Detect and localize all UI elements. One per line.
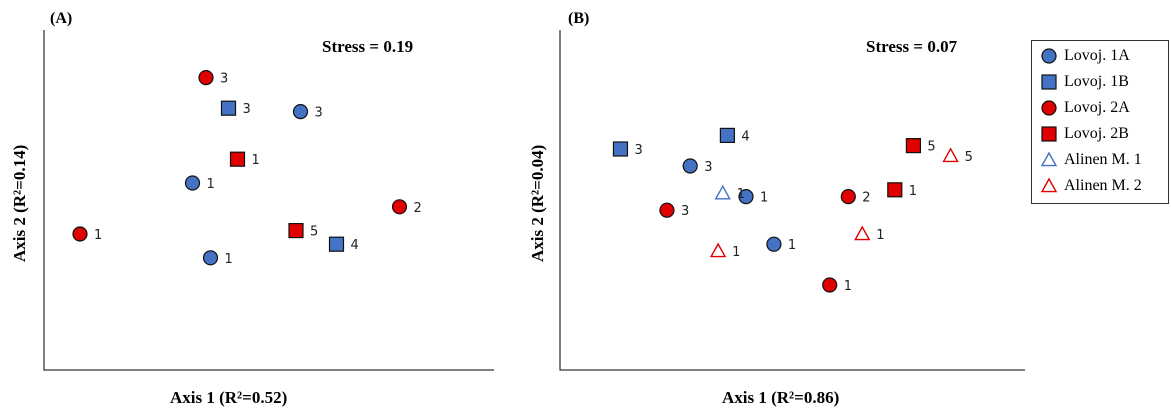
axis-lines (559, 30, 1025, 371)
data-point (709, 242, 727, 258)
point-label: 2 (862, 191, 870, 206)
data-point (229, 151, 246, 167)
legend-label: Lovoj. 1A (1064, 47, 1130, 64)
legend: Lovoj. 1A Lovoj. 1B Lovoj. 2A Lovoj. 2B Alin… (1031, 40, 1169, 204)
panel-b-label: (B) (568, 10, 590, 27)
legend-label: Alinen M. 2 (1064, 177, 1142, 194)
point-label: 3 (315, 106, 323, 121)
data-point (220, 100, 237, 116)
panel-b-stress: Stress = 0.07 (866, 37, 958, 56)
triangle-marker-icon (1040, 177, 1058, 193)
data-point (719, 127, 736, 143)
legend-item: Alinen M. 1 (1040, 149, 1142, 171)
data-point (905, 138, 922, 154)
legend-label: Lovoj. 1B (1064, 73, 1129, 90)
data-point (738, 189, 754, 205)
point-label: 4 (741, 129, 749, 144)
data-point (822, 277, 838, 293)
point-label: 1 (737, 187, 745, 202)
data-point (184, 175, 201, 191)
point-label: 4 (351, 238, 359, 253)
data-point (72, 226, 88, 242)
point-label: 1 (788, 238, 796, 253)
data-point (659, 202, 675, 218)
data-point (288, 223, 304, 239)
legend-marker (1041, 48, 1057, 64)
point-label: 1 (760, 191, 768, 206)
triangle-marker-icon (1040, 151, 1058, 167)
data-point (292, 103, 309, 120)
legend-item: Lovoj. 2B (1040, 123, 1129, 145)
point-label: 1 (909, 184, 917, 199)
legend-marker (1040, 151, 1058, 167)
legend-item: Lovoj. 1B (1040, 71, 1129, 93)
point-label: 1 (732, 245, 740, 260)
point-label: 3 (220, 72, 228, 87)
panel-a-label: (A) (50, 10, 73, 27)
circle-marker-icon (1041, 100, 1057, 116)
point-label: 5 (310, 225, 318, 240)
square-marker-icon (1041, 74, 1057, 90)
panel-b-xlabel: Axis 1 (R²=0.86) (722, 388, 840, 407)
data-point (198, 69, 214, 86)
data-point (942, 147, 959, 163)
data-point (887, 182, 903, 198)
point-label: 5 (965, 150, 973, 165)
point-label: 1 (844, 279, 852, 294)
legend-label: Alinen M. 1 (1064, 151, 1142, 168)
data-point (391, 199, 408, 215)
point-label: 3 (681, 204, 689, 219)
point-label: 3 (243, 102, 251, 117)
point-label: 5 (927, 140, 935, 155)
legend-item: Lovoj. 1A (1040, 45, 1130, 67)
point-label: 3 (634, 143, 642, 158)
data-point (766, 236, 782, 252)
data-point (840, 189, 856, 205)
legend-label: Lovoj. 2A (1064, 99, 1130, 116)
legend-marker (1041, 126, 1057, 142)
data-point (682, 158, 698, 174)
point-label: 1 (207, 177, 215, 192)
point-label: 2 (414, 201, 422, 216)
circle-marker-icon (1041, 48, 1057, 64)
data-point (612, 141, 629, 157)
legend-marker (1041, 74, 1057, 90)
point-label: 1 (225, 252, 233, 267)
panel-a-stress: Stress = 0.19 (322, 37, 414, 56)
point-label: 3 (704, 160, 712, 175)
panel-a-xlabel: Axis 1 (R²=0.52) (170, 388, 288, 407)
legend-item: Alinen M. 2 (1040, 175, 1142, 197)
axis-lines (43, 30, 494, 371)
legend-label: Lovoj. 2B (1064, 125, 1129, 142)
square-marker-icon (1041, 126, 1057, 142)
point-label: 1 (94, 228, 102, 243)
legend-item: Lovoj. 2A (1040, 97, 1130, 119)
point-label: 1 (252, 153, 260, 168)
data-point (854, 225, 871, 241)
data-point (714, 184, 731, 200)
point-label: 1 (876, 228, 884, 243)
data-point (202, 250, 219, 266)
legend-marker (1040, 177, 1058, 193)
data-point (328, 236, 345, 252)
panel-a-plot: 3 1 1 3 4 3 1 2 1 5 (43, 30, 494, 371)
legend-marker (1041, 100, 1057, 116)
